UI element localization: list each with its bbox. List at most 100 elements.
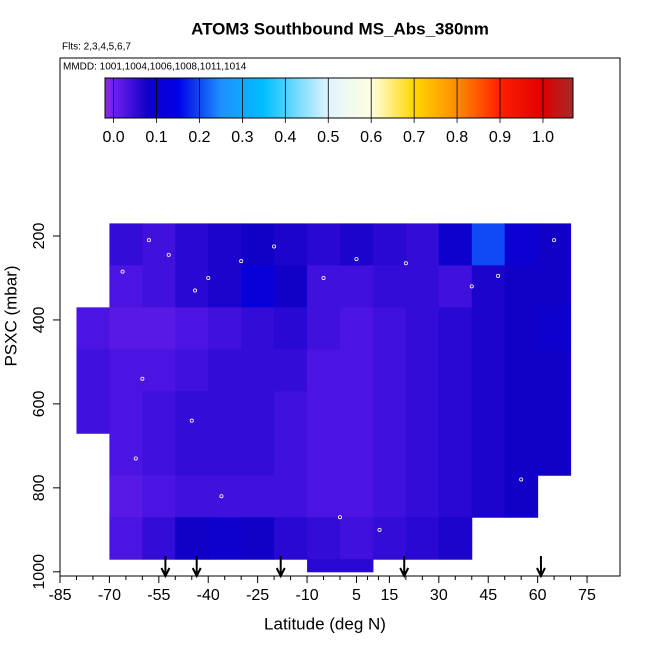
x-tick-label: 45 — [479, 587, 497, 604]
heatmap-cell — [405, 307, 440, 350]
heatmap-cell — [208, 391, 242, 434]
heatmap-cell — [438, 517, 473, 560]
heatmap-cell — [241, 433, 275, 476]
heatmap-cell — [175, 223, 209, 266]
heatmap-cell — [274, 349, 308, 392]
heatmap-cell — [438, 349, 473, 392]
x-tick-label: -10 — [295, 587, 318, 604]
heatmap-cell — [307, 265, 341, 308]
heatmap-cell — [471, 391, 506, 434]
heatmap-cell — [307, 475, 341, 518]
observation-point — [133, 456, 138, 461]
heatmap-cell — [372, 223, 407, 266]
colorbar-tick-label: 0.5 — [317, 129, 339, 146]
flight-arrow — [536, 556, 546, 579]
heatmap-cell — [340, 265, 374, 308]
x-tick-label: -70 — [98, 587, 121, 604]
x-tick-label: 75 — [578, 587, 596, 604]
heatmap-cell — [504, 223, 539, 266]
subtitle: Flts: 2,3,4,5,6,7 — [62, 42, 131, 53]
heatmap-cell — [504, 307, 539, 350]
heatmap-cell — [504, 349, 539, 392]
observation-point — [146, 238, 151, 243]
heatmap-cell — [405, 475, 440, 518]
x-tick-label: 60 — [529, 587, 547, 604]
annotation: MMDD: 1001,1004,1006,1008,1011,1014 — [63, 62, 247, 73]
heatmap-cell — [372, 349, 407, 392]
heatmap-cell — [175, 391, 209, 434]
x-tick-label: -40 — [197, 587, 220, 604]
colorbar-tick-label: 0.9 — [489, 129, 511, 146]
heatmap-cell — [537, 433, 572, 476]
y-tick-label: 400 — [31, 306, 48, 333]
heatmap-cell — [208, 517, 242, 560]
heatmap-cell — [438, 307, 473, 350]
observation-point — [321, 275, 326, 280]
heatmap-cell — [537, 223, 572, 266]
heatmap-cell — [109, 475, 143, 518]
observation-point — [272, 244, 277, 249]
heatmap-cell — [274, 391, 308, 434]
heatmap-cell — [241, 265, 275, 308]
heatmap-cell — [372, 265, 407, 308]
colorbar-tick-label: 0.7 — [403, 129, 425, 146]
observation-point — [469, 284, 474, 289]
heatmap-cell — [372, 307, 407, 350]
colorbar-tick-label: 0.2 — [188, 129, 210, 146]
heatmap-cell — [274, 433, 308, 476]
heatmap-cell — [537, 307, 572, 350]
heatmap-cell — [241, 223, 275, 266]
heatmap-cell — [438, 223, 473, 266]
observation-point — [120, 269, 125, 274]
heatmap-cell — [504, 265, 539, 308]
heatmap-cell — [175, 433, 209, 476]
x-tick-label: -85 — [48, 587, 71, 604]
x-tick-label: -25 — [246, 587, 269, 604]
heatmap-cell — [307, 223, 341, 266]
heatmap-cell — [208, 265, 242, 308]
heatmap-cell — [109, 391, 143, 434]
x-tick-label: 15 — [381, 587, 399, 604]
heatmap-cell — [537, 265, 572, 308]
observation-point — [337, 515, 342, 520]
colorbar-tick-label: 0.6 — [360, 129, 382, 146]
observation-point — [140, 376, 145, 381]
heatmap-cell — [471, 265, 506, 308]
heatmap-cell — [405, 223, 440, 266]
heatmap-cell — [274, 307, 308, 350]
heatmap-cell — [504, 391, 539, 434]
observation-point — [354, 257, 359, 262]
heatmap-cell — [471, 475, 506, 518]
heatmap-cell — [405, 265, 440, 308]
heatmap-cell — [307, 517, 341, 560]
heatmap-cell — [142, 517, 176, 560]
heatmap-cell — [438, 265, 473, 308]
heatmap-cell — [340, 223, 374, 266]
heatmap-cell — [438, 391, 473, 434]
heatmap-cell — [405, 349, 440, 392]
heatmap-cell — [307, 559, 341, 573]
y-axis-label: PSXC (mbar) — [1, 265, 20, 366]
heatmap-cell — [142, 265, 176, 308]
heatmap-cell — [208, 223, 242, 266]
heatmap-cell — [142, 349, 176, 392]
heatmap-cell — [307, 391, 341, 434]
heatmap-cell — [109, 433, 143, 476]
heatmap-cell — [274, 223, 308, 266]
heatmap-cell — [142, 391, 176, 434]
observation-point — [519, 477, 524, 482]
heatmap-cell — [438, 433, 473, 476]
heatmap-cell — [438, 475, 473, 518]
heatmap-cell — [175, 475, 209, 518]
heatmap-cell — [340, 349, 374, 392]
heatmap-cell — [537, 349, 572, 392]
colorbar-tick-label: 0.3 — [231, 129, 253, 146]
heatmap-cell — [340, 559, 374, 573]
colorbar — [104, 77, 574, 119]
observation-point — [239, 259, 244, 264]
y-tick-label: 200 — [31, 223, 48, 250]
heatmap-cell — [208, 475, 242, 518]
heatmap-cell — [405, 433, 440, 476]
x-axis-label: Latitude (deg N) — [264, 614, 386, 633]
